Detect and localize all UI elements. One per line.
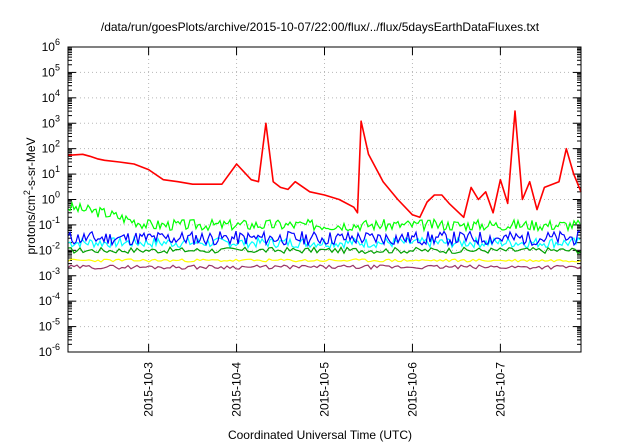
series-line: [67, 258, 582, 263]
y-tick-label: 10-2: [39, 240, 60, 257]
series-lines: [67, 110, 582, 270]
series-line: [67, 229, 580, 248]
y-tick-label: 104: [42, 88, 60, 105]
x-tick-label: 2015-10-6: [405, 362, 419, 417]
chart-title: /data/run/goesPlots/archive/2015-10-07/2…: [100, 20, 540, 34]
y-tick-label: 103: [42, 113, 60, 130]
y-tick-label: 100: [42, 190, 60, 207]
y-tick-label: 101: [42, 164, 60, 181]
x-tick-labels: 2015-10-3 2015-10-4 2015-10-5 2015-10-6 2015…: [142, 362, 508, 417]
y-tick-label: 10-3: [39, 266, 60, 283]
x-tick-label: 2015-10-7: [493, 362, 507, 417]
y-tick-labels: 10-6 10-5 10-4 10-3 10-2 10-1 100 101 102 103 104 1…: [39, 37, 60, 359]
x-tick-label: 2015-10-4: [230, 362, 244, 417]
series-line: [67, 110, 582, 219]
x-tick-label: 2015-10-5: [318, 362, 332, 417]
x-tick-label: 2015-10-3: [142, 362, 156, 417]
y-tick-label: 106: [42, 37, 60, 54]
y-tick-label: 102: [42, 139, 60, 156]
grid: [68, 46, 581, 353]
x-axis-label: Coordinated Universal Time (UTC): [227, 428, 413, 442]
plot-frame: [67, 46, 582, 353]
y-tick-label: 105: [42, 62, 60, 79]
series-line: [67, 264, 582, 270]
series-line: [67, 246, 582, 255]
y-tick-label: 10-5: [39, 317, 60, 334]
series-line: [67, 200, 581, 233]
y-tick-label: 10-1: [39, 215, 60, 232]
y-tick-label: 10-4: [39, 291, 60, 308]
tick-marks: [68, 46, 581, 353]
y-tick-label: 10-6: [39, 342, 60, 359]
